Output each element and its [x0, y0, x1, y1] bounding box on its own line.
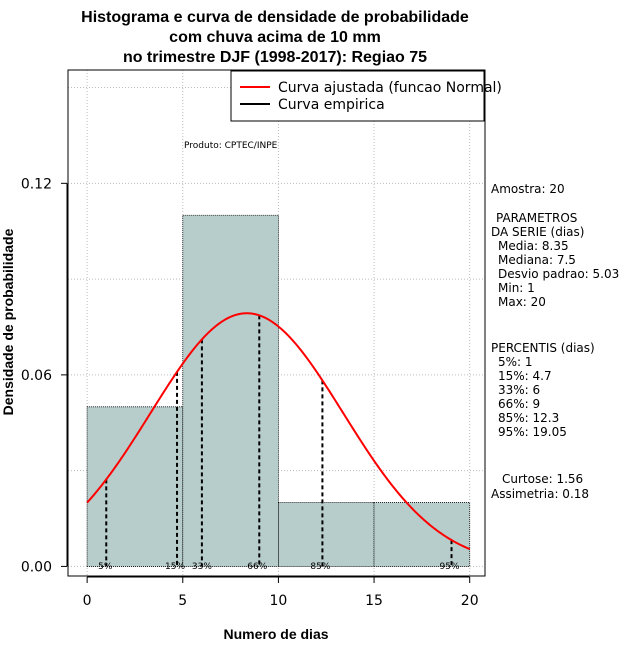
fit-curve-layer — [86, 312, 471, 551]
histogram-bar-3 — [373, 502, 471, 567]
stat-p95: 95%: 19.05 — [498, 425, 567, 439]
y-tick-label-0: 0.00 — [21, 559, 52, 575]
stat-p33: 33%: 6 — [498, 383, 540, 397]
chart-title-line-1: Histograma e curva de densidade de proba… — [81, 9, 469, 26]
stat-mediana: Mediana: 7.5 — [498, 253, 576, 267]
legend-label-empirical: Curva empirica — [278, 97, 385, 113]
stat-media: Media: 8.35 — [498, 239, 569, 253]
chart-title-line-3: no trimestre DJF (1998-2017): Regiao 75 — [123, 49, 427, 66]
stat-percentis-header: PERCENTIS (dias) — [491, 341, 595, 355]
percentile-label-66: 66% — [247, 562, 267, 572]
percentile-label-33: 33% — [192, 562, 212, 572]
stat-p5: 5%: 1 — [498, 355, 533, 369]
stat-sample: Amostra: 20 — [491, 182, 565, 196]
stat-min: Min: 1 — [498, 281, 535, 295]
legend-box — [230, 70, 485, 122]
stat-params-header-2: DA SERIE (dias) — [491, 225, 584, 239]
histogram-bars — [86, 214, 471, 567]
stat-p66: 66%: 9 — [498, 397, 540, 411]
plot-frame — [67, 69, 486, 577]
histogram-bar-1 — [182, 214, 279, 567]
y-tick-label-1: 0.06 — [21, 368, 52, 384]
stat-max: Max: 20 — [498, 295, 546, 309]
percentile-label-95: 95% — [440, 562, 460, 572]
stat-curtose: Curtose: 1.56 — [502, 472, 583, 486]
stat-p85: 85%: 12.3 — [498, 411, 559, 425]
percentile-label-5: 5% — [98, 562, 113, 572]
legend: Curva ajustada (funcao Normal) Curva emp… — [230, 70, 502, 122]
x-axis: 0 5 10 15 20 — [83, 576, 479, 609]
legend-label-fit: Curva ajustada (funcao Normal) — [278, 80, 502, 96]
chart-title-line-2: com chuva acima de 10 mm — [169, 29, 381, 46]
x-axis-title: Numero de dias — [223, 626, 328, 642]
histogram-bar-0 — [86, 406, 184, 567]
normal-fit-curve — [86, 312, 471, 551]
histogram-bar-2 — [278, 502, 375, 567]
percentile-lines: 5% 15% 33% 66% 85% 95% — [98, 315, 460, 572]
x-tick-label-2: 10 — [269, 593, 287, 609]
stat-p15: 15%: 4.7 — [498, 369, 552, 383]
x-tick-label-0: 0 — [83, 593, 92, 609]
stat-desvio: Desvio padrao: 5.03 — [498, 267, 619, 281]
stats-panel: Amostra: 20 PARAMETROS DA SERIE (dias) M… — [491, 182, 619, 501]
percentile-label-85: 85% — [310, 562, 330, 572]
stat-assimetria: Assimetria: 0.18 — [491, 487, 589, 501]
x-tick-label-3: 15 — [365, 593, 383, 609]
x-tick-label-4: 20 — [461, 593, 479, 609]
y-tick-label-2: 0.12 — [21, 176, 52, 192]
stat-params-header-1: PARAMETROS — [496, 211, 577, 225]
y-axis-title: Densidade de probabilidade — [0, 228, 16, 415]
x-tick-label-1: 5 — [178, 593, 187, 609]
product-annotation: Produto: CPTEC/INPE — [184, 141, 278, 151]
percentile-label-15: 15% — [165, 562, 185, 572]
y-axis: 0.00 0.06 0.12 — [21, 176, 68, 575]
